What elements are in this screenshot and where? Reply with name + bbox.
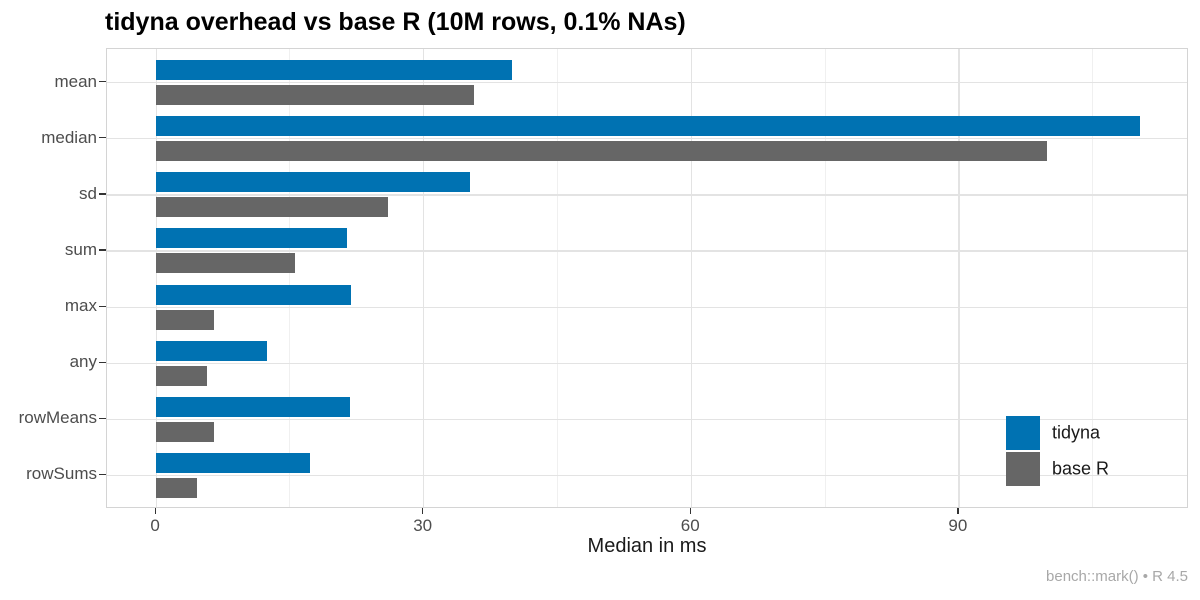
category-gridline	[107, 474, 1187, 477]
bar-tidyna-mean	[156, 60, 512, 81]
y-tick-mark	[99, 473, 106, 476]
y-tick-mark	[99, 137, 106, 139]
bar-tidyna-sd	[156, 172, 471, 193]
minor-gridline	[1092, 49, 1094, 507]
minor-gridline	[824, 49, 826, 507]
y-tick-label-rowMeans: rowMeans	[18, 408, 97, 428]
category-gridline	[107, 418, 1187, 420]
category-gridline	[107, 306, 1187, 308]
y-tick-label-mean: mean	[54, 71, 97, 91]
bar-tidyna-median	[156, 116, 1140, 137]
y-tick-label-median: median	[41, 127, 97, 147]
y-tick-mark	[99, 305, 106, 307]
y-tick-label-sum: sum	[64, 239, 97, 259]
category-gridline	[107, 138, 1187, 140]
y-tick-mark	[99, 249, 106, 251]
legend-key-tidyna	[1006, 416, 1040, 450]
bar-base-r-median	[156, 141, 1048, 162]
chart-title: tidyna overhead vs base R (10M rows, 0.1…	[105, 8, 686, 36]
y-tick-mark	[99, 81, 106, 83]
x-tick-label-0: 0	[150, 516, 160, 535]
legend-label-base-r: base R	[1052, 458, 1110, 479]
bar-base-r-max	[156, 309, 215, 330]
x-axis-title: Median in ms	[587, 535, 707, 557]
bar-base-r-rowMeans	[156, 421, 215, 442]
y-tick-label-max: max	[64, 296, 97, 316]
y-tick-mark	[99, 193, 106, 195]
legend-label-tidyna: tidyna	[1052, 422, 1101, 443]
y-tick-label-any: any	[69, 352, 97, 372]
y-tick-mark	[99, 361, 106, 363]
category-gridline	[107, 194, 1187, 196]
category-gridline	[107, 362, 1187, 364]
y-tick-label-rowSums: rowSums	[26, 464, 97, 484]
bar-tidyna-sum	[156, 228, 347, 249]
major-gridline	[423, 49, 425, 507]
bar-tidyna-rowMeans	[156, 396, 350, 417]
bar-base-r-sd	[156, 197, 388, 218]
x-tick-mark	[422, 508, 424, 514]
bar-tidyna-rowSums	[156, 452, 311, 473]
legend-item-base-r: base R	[1006, 452, 1186, 486]
x-tick-label-90: 90	[948, 516, 968, 535]
bar-base-r-any	[156, 365, 207, 386]
x-tick-mark	[689, 508, 691, 514]
chart-caption: bench::mark() • R 4.5	[1046, 568, 1188, 585]
bar-tidyna-any	[156, 340, 267, 361]
plot-panel	[106, 48, 1188, 508]
bar-base-r-mean	[156, 85, 474, 106]
category-gridline	[107, 82, 1187, 84]
minor-gridline	[556, 49, 558, 507]
bar-base-r-sum	[156, 253, 296, 274]
x-tick-mark	[154, 508, 156, 514]
category-gridline	[107, 250, 1187, 252]
y-tick-mark	[99, 417, 106, 419]
legend-key-base-r	[1006, 452, 1040, 486]
major-gridline	[155, 49, 157, 507]
x-tick-label-60: 60	[680, 516, 700, 535]
minor-gridline	[289, 49, 291, 507]
legend-item-tidyna: tidyna	[1006, 416, 1186, 450]
bar-base-r-rowSums	[156, 477, 198, 498]
major-gridline	[690, 49, 692, 507]
x-tick-label-30: 30	[413, 516, 433, 535]
x-tick-mark	[957, 508, 959, 514]
y-tick-label-sd: sd	[79, 183, 97, 203]
major-gridline	[958, 49, 960, 507]
bar-tidyna-max	[156, 284, 352, 305]
